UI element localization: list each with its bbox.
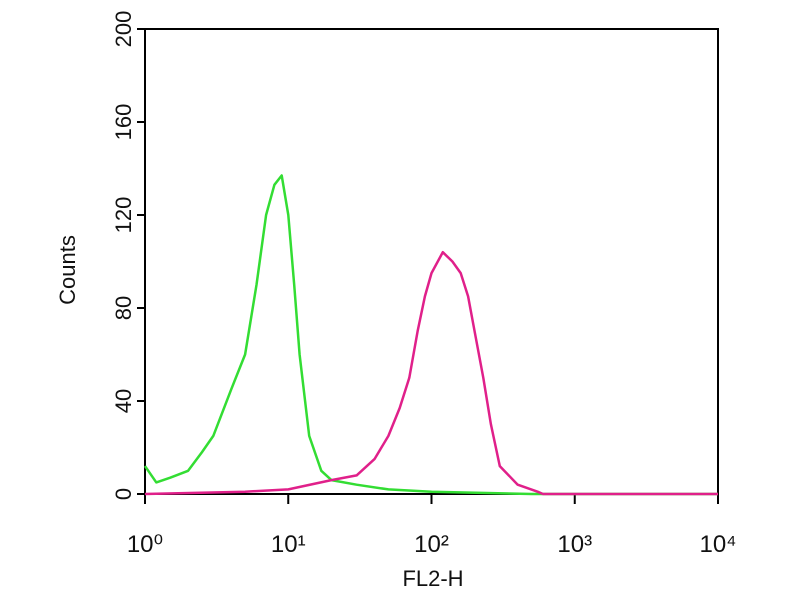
plot-frame	[144, 28, 719, 495]
histogram-line	[143, 174, 718, 496]
y-tick-label: 200	[111, 11, 136, 48]
y-tick-label: 120	[111, 197, 136, 234]
x-tick-label: 10⁴	[699, 531, 736, 558]
x-tick-label: 10²	[414, 531, 449, 558]
y-axis-label: Counts	[55, 235, 80, 305]
x-tick-label: 10³	[557, 531, 592, 558]
y-tick-label: 80	[111, 296, 136, 320]
y-tick-label: 160	[111, 104, 136, 141]
x-tick-label: 10¹	[271, 531, 306, 558]
histogram-line	[144, 250, 718, 496]
x-axis-label: FL2-H	[402, 566, 463, 591]
y-tick-label: 40	[111, 389, 136, 413]
y-tick-label: 0	[111, 488, 136, 500]
x-tick-label: 10⁰	[127, 531, 163, 558]
